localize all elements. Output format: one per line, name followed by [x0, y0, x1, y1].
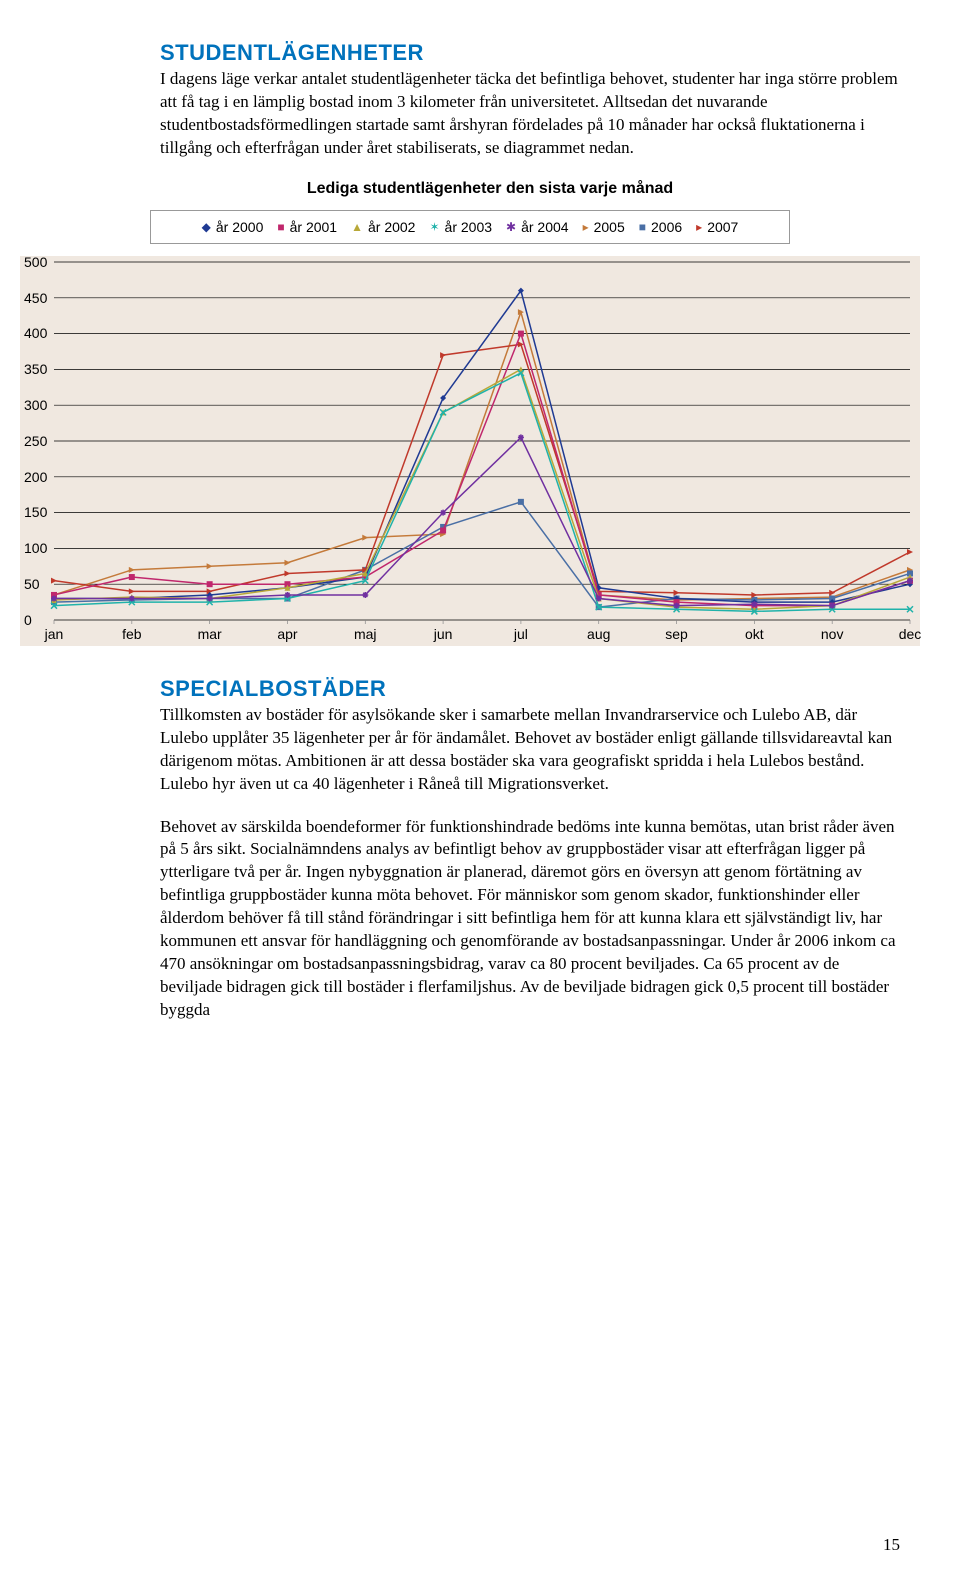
- chart-series-line: [54, 373, 910, 611]
- legend-marker: ▲: [351, 221, 363, 233]
- chart-xtick-label: aug: [587, 626, 610, 642]
- legend-label: år 2001: [290, 219, 337, 235]
- chart-series-marker: [129, 588, 135, 594]
- legend-marker: ■: [277, 221, 284, 233]
- chart-xtick-label: sep: [665, 626, 688, 642]
- chart-series-marker: [751, 601, 757, 607]
- legend-marker: ◆: [202, 221, 211, 233]
- chart-series-marker: [907, 549, 913, 555]
- section-heading-specialbostader: SPECIALBOSTÄDER: [160, 676, 900, 702]
- legend-marker: ✱: [506, 221, 516, 233]
- chart-series-line: [54, 333, 910, 605]
- legend-marker: ✶: [429, 221, 439, 233]
- chart-ytick-label: 450: [24, 290, 47, 306]
- chart-ytick-label: 300: [24, 397, 47, 413]
- chart-series-marker: [51, 595, 57, 601]
- chart-xtick-label: jan: [45, 626, 64, 642]
- chart-ytick-label: 100: [24, 540, 47, 556]
- chart-series-marker: [518, 434, 524, 440]
- chart-series-line: [54, 290, 910, 601]
- chart-xtick-label: dec: [899, 626, 922, 642]
- chart-legend: ◆ år 2000 ■ år 2001 ▲ år 2002 ✶ år 2003 ✱ år 2004…: [150, 210, 790, 244]
- page-number: 15: [883, 1535, 900, 1555]
- chart-series-marker: [129, 574, 135, 580]
- legend-item: ▸ 2007: [696, 219, 738, 235]
- chart-ytick-label: 250: [24, 433, 47, 449]
- chart-series-marker: [829, 602, 835, 608]
- chart-series-marker: [518, 499, 524, 505]
- legend-label: år 2002: [368, 219, 415, 235]
- legend-label: 2005: [594, 219, 625, 235]
- chart-series-marker: [518, 330, 524, 336]
- legend-item: ✶ år 2003: [429, 219, 492, 235]
- chart-ytick-label: 150: [24, 504, 47, 520]
- chart-series-marker: [674, 602, 680, 608]
- chart-series-marker: [284, 592, 290, 598]
- chart-xtick-label: jul: [514, 626, 528, 642]
- chart-series-marker: [440, 527, 446, 533]
- legend-label: 2007: [707, 219, 738, 235]
- chart-series-line: [54, 437, 910, 605]
- chart-xtick-label: jun: [434, 626, 453, 642]
- legend-item: ▲ år 2002: [351, 219, 415, 235]
- chart-series-marker: [129, 567, 135, 573]
- chart-plot-area: 0 50 100 150 200 250 300 350 400 450 500 jan feb mar a…: [20, 256, 920, 646]
- chart-ytick-label: 0: [24, 612, 32, 628]
- legend-label: år 2003: [445, 219, 492, 235]
- chart-ytick-label: 200: [24, 469, 47, 485]
- section-heading-studentlagenheter: STUDENTLÄGENHETER: [160, 40, 900, 66]
- legend-label: år 2004: [521, 219, 568, 235]
- chart-series-marker: [207, 563, 213, 569]
- legend-label: år 2000: [216, 219, 263, 235]
- chart-series-marker: [907, 577, 913, 583]
- legend-marker: ▸: [696, 221, 702, 233]
- chart-ytick-label: 400: [24, 325, 47, 341]
- section1-para1: I dagens läge verkar antalet studentläge…: [160, 68, 900, 160]
- legend-item: ✱ år 2004: [506, 219, 569, 235]
- chart-container: ◆ år 2000 ■ år 2001 ▲ år 2002 ✶ år 2003 ✱ år 2004…: [20, 210, 920, 646]
- chart-series-marker: [207, 581, 213, 587]
- legend-item: ■ år 2001: [277, 219, 337, 235]
- chart-series-marker: [440, 509, 446, 515]
- chart-series-marker: [362, 534, 368, 540]
- legend-item: ▸ 2005: [583, 219, 625, 235]
- chart-ytick-label: 50: [24, 576, 40, 592]
- chart-series-marker: [674, 590, 680, 596]
- section2-para2: Behovet av särskilda boendeformer för fu…: [160, 816, 900, 1022]
- chart-xtick-label: feb: [122, 626, 141, 642]
- chart-series-marker: [51, 577, 57, 583]
- chart-series-marker: [362, 592, 368, 598]
- chart-svg: [20, 256, 920, 646]
- chart-ytick-label: 350: [24, 361, 47, 377]
- chart-series-line: [54, 312, 910, 600]
- chart-xtick-label: apr: [277, 626, 297, 642]
- chart-xtick-label: mar: [198, 626, 222, 642]
- legend-item: ■ 2006: [639, 219, 682, 235]
- chart-xtick-label: nov: [821, 626, 844, 642]
- legend-marker: ▸: [583, 221, 589, 233]
- chart-series-marker: [829, 590, 835, 596]
- chart-xtick-label: okt: [745, 626, 764, 642]
- legend-marker: ■: [639, 221, 646, 233]
- section2-para1: Tillkomsten av bostäder för asylsökande …: [160, 704, 900, 796]
- chart-ytick-label: 500: [24, 254, 47, 270]
- chart-series-marker: [596, 595, 602, 601]
- legend-label: 2006: [651, 219, 682, 235]
- legend-item: ◆ år 2000: [202, 219, 264, 235]
- chart-xtick-label: maj: [354, 626, 377, 642]
- chart-series-marker: [284, 559, 290, 565]
- chart-title: Lediga studentlägenheter den sista varje…: [80, 180, 900, 198]
- chart-series-marker: [284, 570, 290, 576]
- chart-series-line: [54, 344, 910, 595]
